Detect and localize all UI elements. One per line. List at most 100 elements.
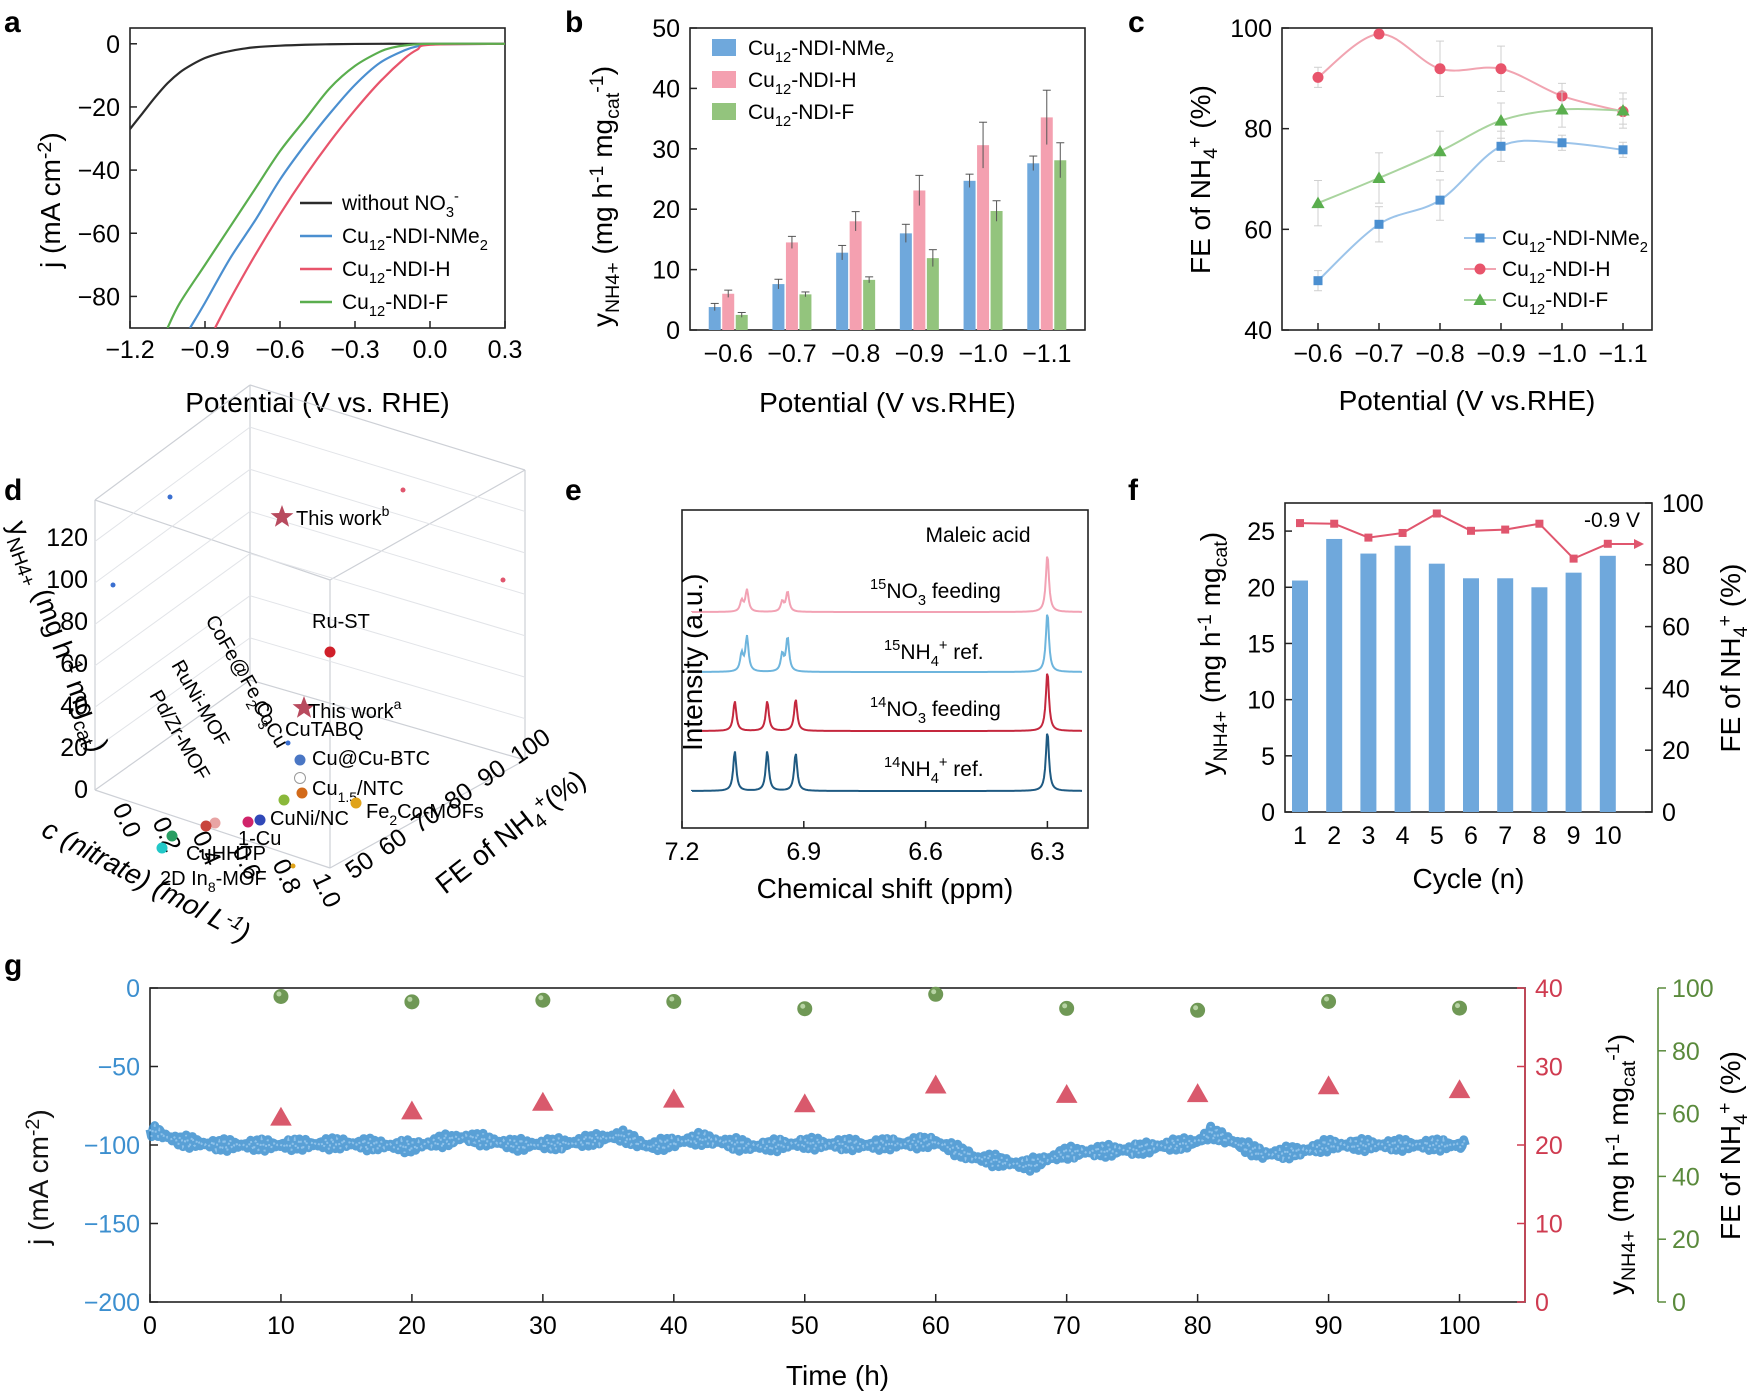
bar bbox=[1360, 553, 1377, 812]
fe-circle-highlight bbox=[276, 991, 282, 997]
annotation-maleic-acid: Maleic acid bbox=[925, 524, 1030, 547]
z-tick-label: 100 bbox=[46, 566, 88, 594]
y-tick-label: 10 bbox=[1247, 687, 1275, 715]
nmr-spectrum-3 bbox=[691, 733, 1083, 792]
yield-triangle bbox=[270, 1106, 292, 1126]
point-label: Cu1.5/NTC bbox=[312, 778, 404, 805]
panel-letter-e: e bbox=[565, 474, 582, 507]
x-axis-label: Potential (V vs.RHE) bbox=[759, 387, 1016, 418]
x-tick-label: 80 bbox=[1184, 1312, 1212, 1340]
x-tick-label: 40 bbox=[660, 1312, 688, 1340]
box-edge bbox=[249, 384, 526, 471]
y-axis-label: j (mA cm-2) bbox=[22, 1109, 54, 1246]
y-right-tick-label: 60 bbox=[1662, 614, 1690, 642]
projection-point bbox=[290, 863, 296, 869]
bar bbox=[1497, 578, 1514, 812]
grid-line bbox=[94, 553, 251, 667]
data-point bbox=[296, 787, 308, 799]
potential-annotation: -0.9 V bbox=[1584, 509, 1640, 532]
fe-tick-label: 100 bbox=[505, 723, 555, 770]
y-right1-tick-label: 10 bbox=[1535, 1211, 1563, 1239]
point-label: CuNi/NC bbox=[270, 808, 349, 830]
fe-circle bbox=[535, 992, 551, 1008]
legend-label: Cu12-NDI-F bbox=[1502, 289, 1608, 318]
fe-circle-highlight bbox=[669, 996, 675, 1002]
c-tick-label: 0.8 bbox=[267, 855, 307, 898]
y-axis-label: yNH4+ (mg h-1 mgcat-1) bbox=[586, 66, 624, 327]
grid-line bbox=[249, 510, 526, 595]
fe-circle bbox=[273, 988, 289, 1004]
y-tick-label: 30 bbox=[652, 136, 680, 164]
plot-frame bbox=[681, 509, 1089, 829]
y-axis-label: yNH4+ (mg h-1 mgcat) bbox=[1194, 532, 1232, 776]
grid-line bbox=[249, 595, 526, 678]
x-tick-label: 6.6 bbox=[908, 838, 943, 866]
box-edge bbox=[94, 679, 251, 791]
bar bbox=[926, 258, 939, 330]
fe-circle bbox=[1452, 1000, 1468, 1016]
panel-letter-g: g bbox=[4, 949, 22, 982]
panel-e: e 7.2 6.9 6.6 6.3 Maleic acid 15NO3 feeding 15N… bbox=[565, 474, 1089, 904]
y-tick-label: 0 bbox=[126, 975, 140, 1003]
data-point bbox=[242, 816, 254, 828]
y-right1-tick-label: 30 bbox=[1535, 1054, 1563, 1082]
nmr-spectrum-0 bbox=[691, 556, 1083, 613]
x-tick-label: 70 bbox=[1053, 1312, 1081, 1340]
series-line-2 bbox=[1317, 107, 1624, 205]
x-tick-label: −0.9 bbox=[895, 340, 944, 368]
point-label: Ru-ST bbox=[312, 611, 370, 633]
fe-point bbox=[1364, 533, 1373, 542]
fe-circle bbox=[1321, 994, 1337, 1010]
bar bbox=[1027, 163, 1040, 330]
yield-triangle bbox=[1317, 1075, 1340, 1095]
y-tick-label: 60 bbox=[1244, 216, 1272, 244]
data-point bbox=[294, 754, 306, 766]
panel-letter-b: b bbox=[565, 6, 583, 39]
point-label: 1-Cu bbox=[238, 828, 281, 850]
fe-circle bbox=[404, 994, 420, 1010]
box-edge bbox=[94, 789, 331, 869]
spectrum-label: 15NH4+ ref. bbox=[884, 638, 984, 670]
yield-triangle bbox=[1448, 1079, 1471, 1099]
yield-triangle bbox=[663, 1088, 685, 1108]
data-point bbox=[1618, 145, 1628, 155]
x-tick-label: −0.3 bbox=[330, 336, 379, 364]
data-point bbox=[1434, 63, 1446, 75]
data-point bbox=[1496, 141, 1506, 151]
y-tick-label: 100 bbox=[1230, 15, 1272, 43]
x-tick-label: 6.3 bbox=[1030, 838, 1065, 866]
x-axis-label: Time (h) bbox=[786, 1360, 889, 1391]
box-edge bbox=[329, 759, 526, 869]
fe-tick-label: 50 bbox=[340, 846, 379, 885]
bar bbox=[836, 252, 849, 330]
y-right2-tick-label: 20 bbox=[1672, 1226, 1700, 1254]
bar bbox=[990, 211, 1003, 330]
yield-triangle bbox=[1055, 1083, 1078, 1103]
y-right2-tick-label: 80 bbox=[1672, 1038, 1700, 1066]
x-tick-label: −1.1 bbox=[1022, 340, 1071, 368]
y-tick-label: 40 bbox=[1244, 317, 1272, 345]
grid-line bbox=[249, 468, 526, 554]
y-tick-label: −150 bbox=[84, 1211, 140, 1239]
x-axis-label: Chemical shift (ppm) bbox=[757, 873, 1014, 904]
fe-point bbox=[1569, 554, 1578, 563]
y-tick-label: −40 bbox=[78, 157, 120, 185]
x-tick-label: 8 bbox=[1532, 822, 1546, 850]
z-tick-label: 80 bbox=[60, 608, 88, 636]
y-tick-label: −20 bbox=[78, 94, 120, 122]
fe-tick-label: 60 bbox=[373, 823, 412, 862]
x-tick-label: 2 bbox=[1327, 822, 1341, 850]
bar bbox=[977, 145, 990, 330]
fe-circle-highlight bbox=[1455, 1003, 1461, 1009]
fe-circle-highlight bbox=[1193, 1005, 1199, 1011]
series-line-1 bbox=[1317, 33, 1624, 113]
x-tick-label: −1.0 bbox=[1537, 340, 1586, 368]
fe-circle-highlight bbox=[800, 1003, 806, 1009]
y-tick-label: 40 bbox=[652, 75, 680, 103]
y-right-tick-label: 0 bbox=[1662, 799, 1676, 827]
x-tick-label: 10 bbox=[1594, 822, 1622, 850]
y-right1-axis-label: yNH4+ (mg h-1 mgcat-1) bbox=[1602, 1034, 1640, 1295]
fe-circle bbox=[797, 1001, 813, 1017]
